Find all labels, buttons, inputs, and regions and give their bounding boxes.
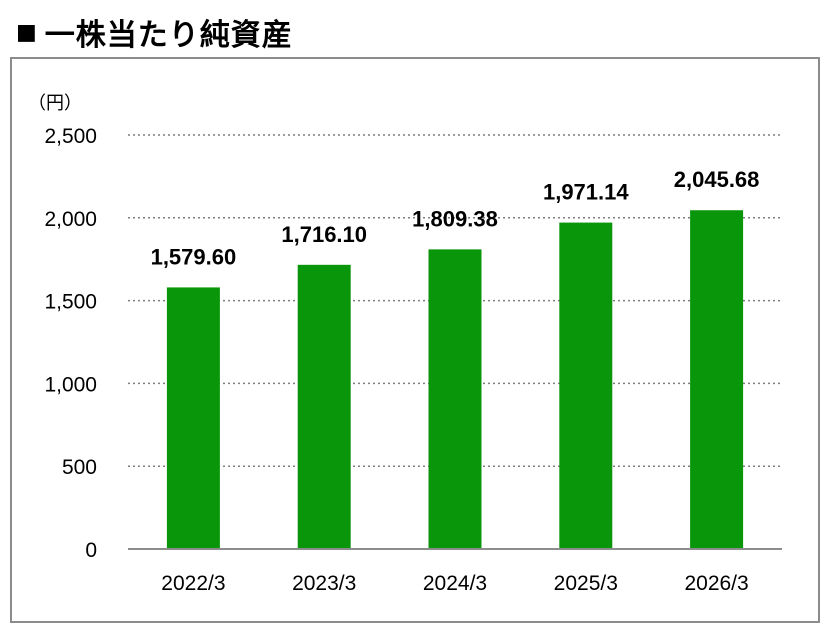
data-label: 1,971.14 <box>543 180 629 205</box>
x-tick-label: 2024/3 <box>423 572 487 595</box>
x-tick-label: 2022/3 <box>161 572 225 595</box>
y-tick-label: 500 <box>62 456 97 479</box>
y-tick-label: 1,000 <box>44 373 97 396</box>
y-axis-ticks: 0 500 1,000 1,500 2,000 2,500 <box>44 125 97 562</box>
x-tick-label: 2023/3 <box>292 572 356 595</box>
bar <box>428 249 482 549</box>
bar <box>690 210 744 549</box>
bar <box>559 222 613 549</box>
x-tick-label: 2025/3 <box>554 572 618 595</box>
data-label: 1,809.38 <box>412 206 498 231</box>
chart-heading: ■ 一株当たり純資産 <box>16 14 293 53</box>
y-tick-label: 1,500 <box>44 291 97 314</box>
bar <box>166 287 220 549</box>
bars <box>166 210 744 549</box>
data-label: 1,716.10 <box>281 222 367 247</box>
bar <box>297 264 351 549</box>
x-tick-label: 2026/3 <box>684 572 748 595</box>
y-tick-label: 0 <box>85 539 97 562</box>
data-label: 2,045.68 <box>674 167 760 192</box>
square-bullet-icon: ■ <box>16 19 37 45</box>
y-unit-label: （円） <box>28 93 82 114</box>
data-label: 1,579.60 <box>151 244 237 269</box>
y-tick-label: 2,000 <box>44 208 97 231</box>
y-tick-label: 2,500 <box>44 125 97 148</box>
chart-frame <box>10 57 820 623</box>
data-labels: 1,579.60 1,716.10 1,809.38 1,971.14 2,045.68 <box>151 167 760 269</box>
chart-title: 一株当たり純資産 <box>44 18 293 53</box>
x-axis-ticks: 2022/3 2023/3 2024/3 2025/3 2026/3 <box>161 572 748 595</box>
